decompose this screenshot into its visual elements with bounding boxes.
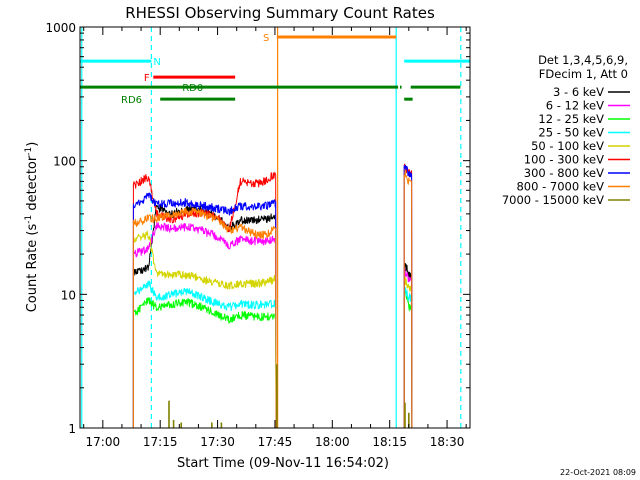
legend-label: 25 - 50 keV [538,126,604,140]
series-trace [132,207,277,429]
series-3 [132,288,413,429]
series-7 [132,164,413,429]
data-point [404,166,406,168]
series-trace [132,280,277,429]
legend-header-line-2: FDecim 1, Att 0 [539,67,628,81]
data-point [132,206,135,208]
flag-rd6: RD6 [121,95,413,106]
series-5 [132,230,413,429]
flag-label: RD6 [121,95,142,106]
x-axis-label: Start Time (09-Nov-11 16:54:02) [177,456,389,471]
flag-label: S [263,33,269,44]
x-tick-label: 18:00 [315,435,350,449]
series-trace [403,285,413,429]
legend: Det 1,3,4,5,6,9, FDecim 1, Att 0 3 - 6 k… [502,53,630,207]
y-axis-label-main: Count Rate (s [25,224,40,313]
series-9 [168,364,410,428]
series-trace [403,164,413,429]
legend-header-line-1: Det 1,3,4,5,6,9, [538,53,628,67]
y-tick-label: 1 [68,422,76,436]
data-point [132,185,135,187]
y-axis-label: Count Rate (s-1 detector-1) [24,142,40,313]
data-point [404,173,406,175]
x-tick-label: 17:00 [86,435,121,449]
legend-label: 3 - 6 keV [553,85,604,99]
flag-s: S [263,33,397,44]
legend-label: 6 - 12 keV [546,99,604,113]
x-tick-label: 18:15 [372,435,407,449]
x-tick-label: 17:15 [143,435,178,449]
flag-label: N [153,57,160,68]
x-tick-label: 17:30 [200,435,235,449]
data-point [132,222,135,224]
flag-label: RD0 [182,83,203,94]
series-trace [132,221,277,429]
x-tick-label: 17:45 [258,435,293,449]
y-tick-label: 100 [53,155,76,169]
flag-label: F [144,73,150,84]
flag-n: N [80,57,470,68]
legend-label: 50 - 100 keV [531,139,604,153]
series-trace [132,297,277,429]
series-8 [132,169,413,429]
y-tick-label: 10 [61,288,76,302]
series-trace [403,169,413,429]
legend-label: 100 - 300 keV [524,153,604,167]
y-axis-label-mid: detector [25,155,40,215]
series-trace [403,288,413,429]
flag-f: F [144,73,236,84]
series-trace [132,230,277,429]
series-trace [132,192,277,429]
legend-label: 7000 - 15000 keV [502,193,604,207]
legend-label: 300 - 800 keV [524,166,604,180]
y-axis-label-end: ) [25,142,40,147]
footer-date: 22-Oct-2021 08:09 [560,468,636,477]
y-axis-label-sup2: -1 [24,147,34,156]
legend-label: 800 - 7000 keV [516,180,604,194]
y-tick-label: 1000 [45,21,76,35]
legend-label: 12 - 25 keV [538,112,604,126]
series-2 [132,221,413,429]
y-axis-label-sup1: -1 [24,215,34,224]
x-tick-label: 18:30 [430,435,465,449]
flag-rd0: RD0 [80,83,461,94]
chart-title: RHESSI Observing Summary Count Rates [125,4,435,22]
